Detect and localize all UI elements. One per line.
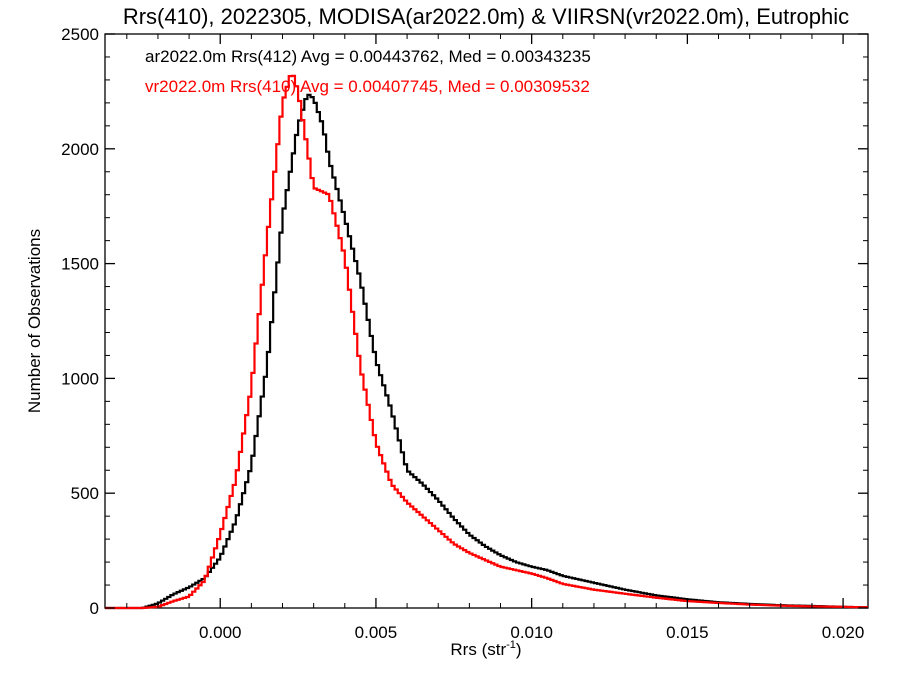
x-axis-label: Rrs (str-1) — [450, 639, 521, 659]
y-axis-label: Number of Observations — [25, 229, 44, 413]
x-tick-label: 0.015 — [666, 623, 709, 642]
x-tick-label: 0.000 — [199, 623, 242, 642]
x-tick-label: 0.020 — [822, 623, 865, 642]
series-layer — [105, 74, 868, 610]
y-tick-label: 1000 — [61, 369, 99, 388]
legend-entry-series-2: vr2022.0m Rrs(410) Avg = 0.00407745, Med… — [145, 77, 590, 96]
plot-frame — [104, 33, 869, 609]
x-tick-label: 0.005 — [355, 623, 398, 642]
x-tick-label: 0.010 — [510, 623, 553, 642]
y-tick-label: 1500 — [61, 255, 99, 274]
y-tick-label: 0 — [90, 599, 99, 618]
legend-entry-series-1: ar2022.0m Rrs(412) Avg = 0.00443762, Med… — [145, 47, 591, 66]
y-tick-label: 500 — [71, 484, 99, 503]
y-tick-label: 2500 — [61, 25, 99, 44]
y-tick-label: 2000 — [61, 140, 99, 159]
series-line-2 — [105, 74, 868, 610]
chart-title: Rrs(410), 2022305, MODISA(ar2022.0m) & V… — [123, 4, 849, 29]
ticks-layer: 0.000 0.005 0.010 0.015 0.020 0 500 1000 1500 200… — [61, 25, 868, 642]
